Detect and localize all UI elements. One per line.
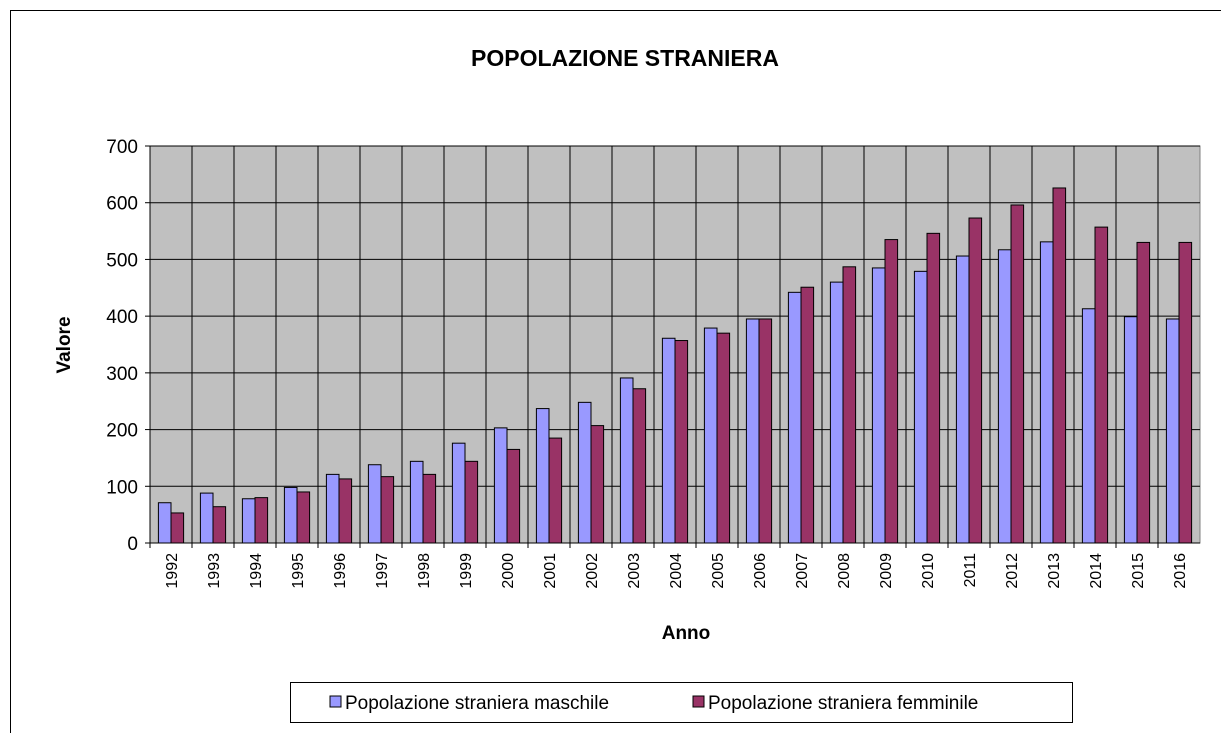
bar (1165, 318, 1180, 544)
bar (325, 473, 340, 544)
bar (493, 427, 508, 544)
bar (451, 442, 466, 544)
bar (619, 377, 634, 544)
bar (464, 460, 479, 544)
bar (955, 255, 970, 544)
bar (674, 340, 689, 544)
legend-swatch (329, 695, 342, 708)
x-tick-label: 1995 (290, 553, 307, 589)
bar (703, 327, 718, 544)
y-tick-label: 100 (106, 477, 138, 498)
bar (758, 318, 773, 544)
x-tick-label: 2010 (920, 553, 937, 589)
x-tick-label: 2002 (584, 553, 601, 589)
bar (842, 266, 857, 544)
bar (968, 217, 983, 544)
bar (548, 437, 563, 544)
bar (409, 460, 424, 544)
bar (1010, 204, 1025, 544)
x-tick-label: 1994 (248, 553, 265, 589)
bar (338, 478, 353, 544)
bar (535, 408, 550, 544)
x-tick-label: 1998 (416, 553, 433, 589)
legend-swatch (692, 695, 705, 708)
bar (1081, 308, 1096, 544)
x-tick-label: 2006 (752, 553, 769, 589)
x-tick-label: 2013 (1046, 553, 1063, 589)
legend-label: Popolazione straniera femminile (708, 693, 978, 714)
bar (296, 491, 311, 544)
x-tick-label: 2014 (1088, 553, 1105, 589)
y-axis-label: Valore (54, 316, 75, 373)
x-tick-label: 2001 (542, 553, 559, 589)
bar (1136, 241, 1151, 544)
bar (1094, 226, 1109, 544)
bar (926, 232, 941, 544)
bar (241, 498, 256, 544)
x-tick-label: 2004 (668, 553, 685, 589)
x-tick-label: 2009 (878, 553, 895, 589)
bar (367, 464, 382, 544)
bar (913, 270, 928, 544)
x-tick-label: 2007 (794, 553, 811, 589)
legend-label: Popolazione straniera maschile (345, 693, 609, 714)
x-tick-label: 2011 (962, 553, 979, 588)
bar (170, 512, 185, 544)
bar (787, 291, 802, 544)
y-tick-label: 700 (106, 137, 138, 158)
x-tick-label: 2003 (626, 553, 643, 589)
bar (661, 337, 676, 544)
bar (590, 425, 605, 544)
bar (871, 267, 886, 544)
bar (422, 473, 437, 544)
x-tick-label: 1999 (458, 553, 475, 589)
bar (829, 281, 844, 544)
x-tick-label: 2015 (1130, 553, 1147, 589)
y-tick-label: 300 (106, 364, 138, 385)
bar (254, 497, 269, 544)
y-tick-label: 400 (106, 307, 138, 328)
bar (1052, 187, 1067, 544)
x-axis-label: Anno (662, 623, 711, 644)
bar (884, 239, 899, 544)
x-tick-label: 2000 (500, 553, 517, 589)
bar (716, 332, 731, 544)
bar (506, 448, 521, 544)
bar (745, 318, 760, 544)
x-tick-label: 1992 (164, 553, 181, 589)
bar (577, 401, 592, 544)
chart-title: POPOLAZIONE STRANIERA (471, 45, 779, 71)
bar (157, 502, 172, 544)
y-tick-label: 600 (106, 194, 138, 215)
bar (1178, 241, 1193, 544)
y-tick-label: 200 (106, 421, 138, 442)
bar (199, 492, 214, 544)
y-tick-label: 0 (127, 534, 138, 555)
x-tick-label: 2016 (1172, 553, 1189, 589)
bar (1123, 316, 1138, 544)
legend-box (290, 682, 1073, 723)
x-tick-label: 2008 (836, 553, 853, 589)
bar (283, 486, 298, 544)
x-tick-label: 2005 (710, 553, 727, 589)
x-tick-label: 2012 (1004, 553, 1021, 589)
bar (1039, 241, 1054, 544)
bar (997, 249, 1012, 544)
bar (380, 476, 395, 544)
x-tick-label: 1997 (374, 553, 391, 589)
x-tick-label: 1993 (206, 553, 223, 589)
bar (800, 286, 815, 544)
y-tick-label: 500 (106, 250, 138, 271)
bar (632, 388, 647, 544)
bar (212, 506, 227, 544)
x-tick-label: 1996 (332, 553, 349, 589)
